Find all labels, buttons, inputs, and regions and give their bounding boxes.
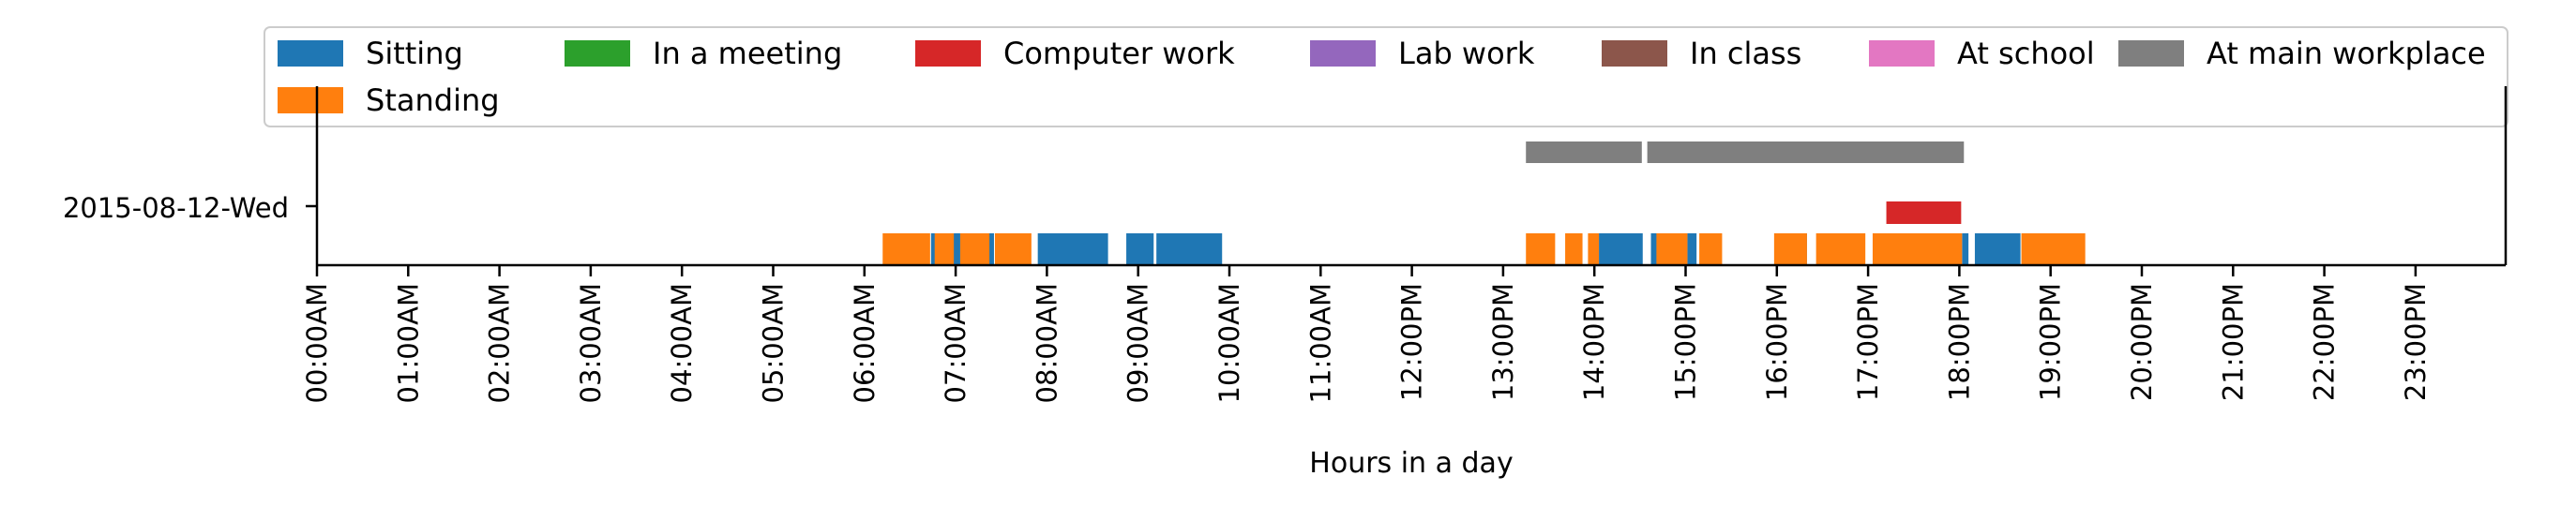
bar-sitting [930,233,938,265]
bar-at-main-workplace [1526,141,1642,163]
x-tick-label: 04:00AM [666,283,698,403]
x-tick-label: 21:00PM [2217,283,2249,401]
legend-box [264,26,2508,127]
legend-swatch [1310,40,1376,67]
x-tick-label: 22:00PM [2309,283,2341,401]
legend: Sitting Standing In a meeting Computer work… [264,26,2508,127]
x-axis: 00:00AM 01:00AM 02:00AM 03:00AM 04:00AM 05:00… [301,265,2432,403]
legend-label: In class [1690,36,1801,71]
bar-standing [1773,233,1807,265]
x-axis-label: Hours in a day [1309,447,1513,480]
bar-sitting [1037,233,1108,265]
legend-swatch [278,40,343,67]
plot-area [306,86,2508,267]
legend-label: At school [1957,36,2095,71]
row-label: 2015-08-12-Wed [63,192,289,224]
legend-label: Standing [366,82,500,118]
x-tick-label: 08:00AM [1031,283,1062,403]
legend-label: Computer work [1003,36,1235,71]
legend-label: Lab work [1398,36,1535,71]
legend-swatch [2118,40,2184,67]
x-tick-label: 19:00PM [2035,283,2067,401]
legend-label: Sitting [366,36,463,71]
x-tick-label: 12:00PM [1396,283,1428,401]
bar-standing [934,233,955,265]
bar-standing [1872,233,1963,265]
legend-label: At main workplace [2207,36,2486,71]
x-tick-label: 15:00PM [1670,283,1702,401]
bar-standing [1588,233,1600,265]
x-tick-label: 23:00PM [2400,283,2432,401]
bar-at-main-workplace [1647,141,1965,163]
legend-swatch [278,87,343,113]
x-tick-label: 06:00AM [849,283,881,403]
bar-sitting [1962,233,1969,265]
x-tick-label: 00:00AM [301,283,333,403]
bar-standing [1565,233,1583,265]
bar-standing [994,233,1032,265]
x-tick-label: 18:00PM [1943,283,1975,401]
bar-sitting [949,233,960,265]
legend-label: In a meeting [653,36,842,71]
bar-standing [1815,233,1866,265]
bar-sitting [1599,233,1643,265]
x-tick-label: 09:00AM [1122,283,1154,403]
bar-standing [1656,233,1688,265]
legend-swatch [1602,40,1667,67]
x-tick-label: 05:00AM [758,283,790,403]
x-tick-label: 01:00AM [392,283,424,403]
bar-standing [2021,233,2086,265]
x-tick-label: 14:00PM [1578,283,1610,401]
bar-standing [882,233,930,265]
bar-computer-work [1886,201,1962,224]
x-tick-label: 13:00PM [1487,283,1519,401]
bar-standing [1699,233,1723,265]
x-tick-label: 03:00AM [575,283,607,403]
x-tick-label: 20:00PM [2126,283,2158,401]
bar-sitting [1156,233,1223,265]
x-tick-label: 07:00AM [940,283,972,403]
bar-sitting [1974,233,2021,265]
bar-sitting [1650,233,1659,265]
legend-swatch [565,40,630,67]
x-tick-label: 10:00AM [1213,283,1245,403]
x-tick-label: 02:00AM [484,283,516,403]
x-tick-label: 16:00PM [1761,283,1793,401]
legend-swatch [915,40,981,67]
legend-swatch [1869,40,1935,67]
bar-sitting [1126,233,1154,265]
x-tick-label: 17:00PM [1852,283,1884,401]
bar-standing [959,233,990,265]
bar-standing [1526,233,1556,265]
bar-sitting [1687,233,1697,265]
x-tick-label: 11:00AM [1304,283,1336,403]
